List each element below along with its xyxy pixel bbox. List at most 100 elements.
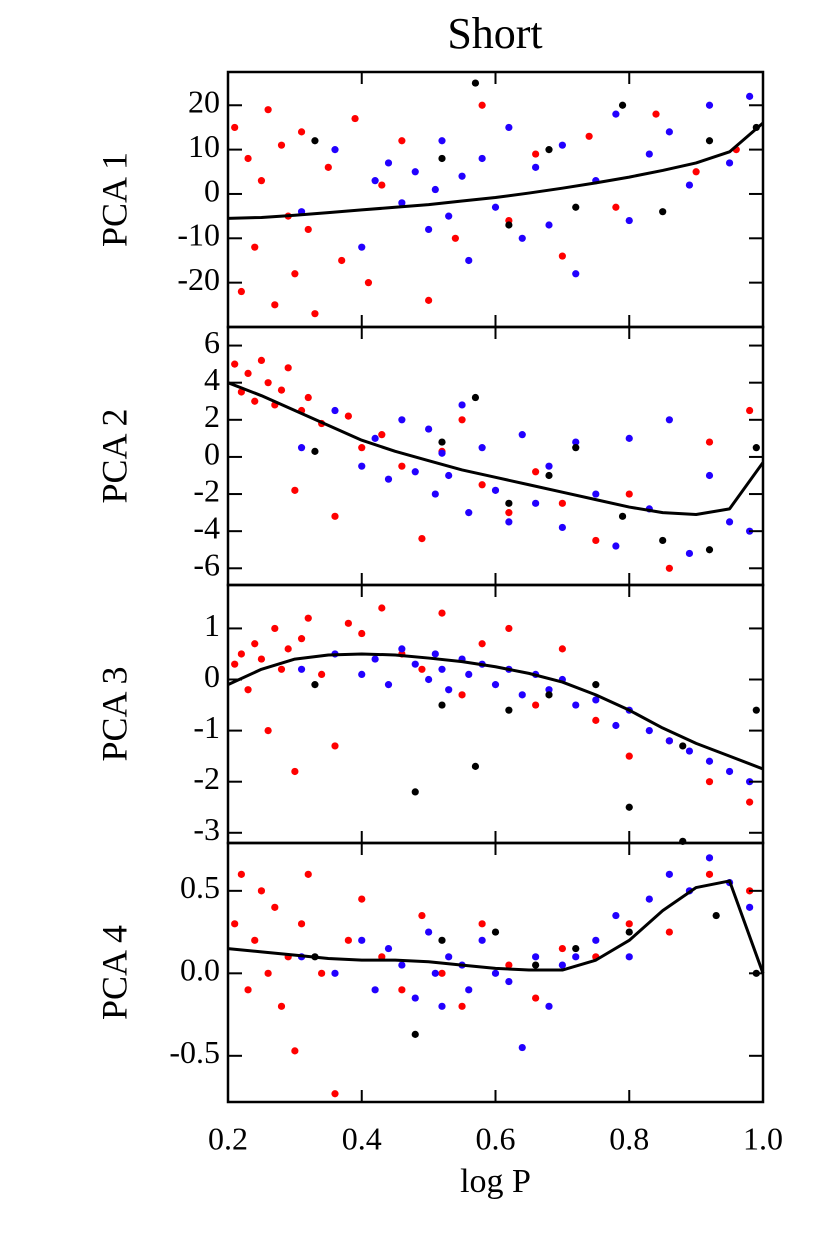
point: [304, 225, 312, 234]
point: [398, 961, 406, 969]
point: [398, 199, 406, 207]
point: [705, 101, 714, 109]
point: [458, 401, 466, 409]
point: [311, 310, 319, 318]
point: [545, 1002, 553, 1010]
y-tick-label: 10: [188, 128, 220, 164]
point: [438, 701, 446, 709]
fit-line: [227, 879, 765, 974]
point: [411, 660, 419, 668]
point: [558, 944, 566, 953]
point: [438, 438, 446, 446]
point: [705, 870, 714, 878]
point: [645, 727, 653, 735]
point: [625, 434, 633, 442]
point: [558, 523, 566, 532]
point: [505, 123, 513, 132]
point: [572, 444, 580, 452]
point: [318, 969, 326, 977]
y-tick-label: -2: [193, 760, 220, 796]
point: [451, 234, 459, 242]
point: [545, 471, 553, 480]
point: [418, 911, 426, 920]
point: [331, 969, 339, 977]
point: [371, 177, 379, 185]
point: [411, 788, 419, 796]
point: [659, 536, 667, 545]
point: [625, 928, 633, 936]
point: [425, 225, 433, 234]
point: [318, 670, 326, 679]
point: [592, 696, 600, 704]
x-axis-label: log P: [460, 1163, 531, 1200]
point: [311, 137, 319, 145]
point: [491, 681, 500, 689]
point: [237, 650, 245, 658]
point: [645, 895, 653, 903]
y-tick-label: 1: [204, 607, 220, 643]
point: [532, 953, 540, 961]
point: [277, 665, 286, 673]
point: [491, 486, 500, 494]
point: [257, 655, 266, 663]
point: [398, 137, 406, 145]
point: [518, 691, 526, 699]
point: [458, 1002, 466, 1010]
point: [625, 490, 633, 498]
point: [384, 159, 393, 167]
point: [465, 509, 473, 517]
point: [665, 416, 673, 424]
point: [478, 481, 486, 489]
point: [625, 920, 633, 928]
point: [612, 721, 620, 730]
point: [572, 438, 580, 446]
point: [491, 969, 500, 977]
point: [291, 1047, 299, 1055]
point: [612, 110, 620, 118]
point: [665, 737, 673, 745]
point: [431, 650, 439, 658]
point: [572, 203, 580, 211]
point: [264, 969, 272, 977]
point: [665, 128, 673, 136]
point: [458, 416, 466, 424]
point: [712, 911, 720, 920]
point: [237, 287, 245, 296]
point: [431, 185, 439, 194]
point: [358, 629, 366, 638]
point: [244, 369, 252, 378]
point: [478, 444, 486, 452]
point: [545, 691, 553, 699]
y-tick-label: 0: [204, 658, 220, 694]
y-tick-label: -10: [177, 217, 220, 253]
point: [692, 168, 700, 176]
point: [752, 706, 760, 714]
point: [297, 444, 306, 452]
point: [358, 462, 366, 470]
point: [725, 159, 734, 167]
point: [679, 742, 687, 750]
point: [438, 969, 446, 977]
point: [378, 181, 386, 189]
x-tick-label: 1.0: [743, 1120, 783, 1156]
point: [344, 619, 352, 627]
point: [618, 512, 627, 520]
point: [231, 920, 239, 928]
point: [358, 670, 366, 679]
point: [612, 911, 620, 920]
point: [425, 296, 433, 304]
point: [705, 471, 714, 480]
point: [746, 406, 754, 415]
point: [251, 936, 259, 944]
point: [324, 163, 332, 171]
point: [331, 146, 339, 154]
point: [358, 936, 366, 944]
y-tick-label: 4: [204, 361, 220, 397]
point: [545, 221, 553, 229]
point: [505, 518, 513, 526]
point: [398, 645, 406, 653]
point: [625, 803, 633, 811]
point: [518, 431, 526, 439]
y-axis-label: PCA 4: [94, 925, 134, 1020]
